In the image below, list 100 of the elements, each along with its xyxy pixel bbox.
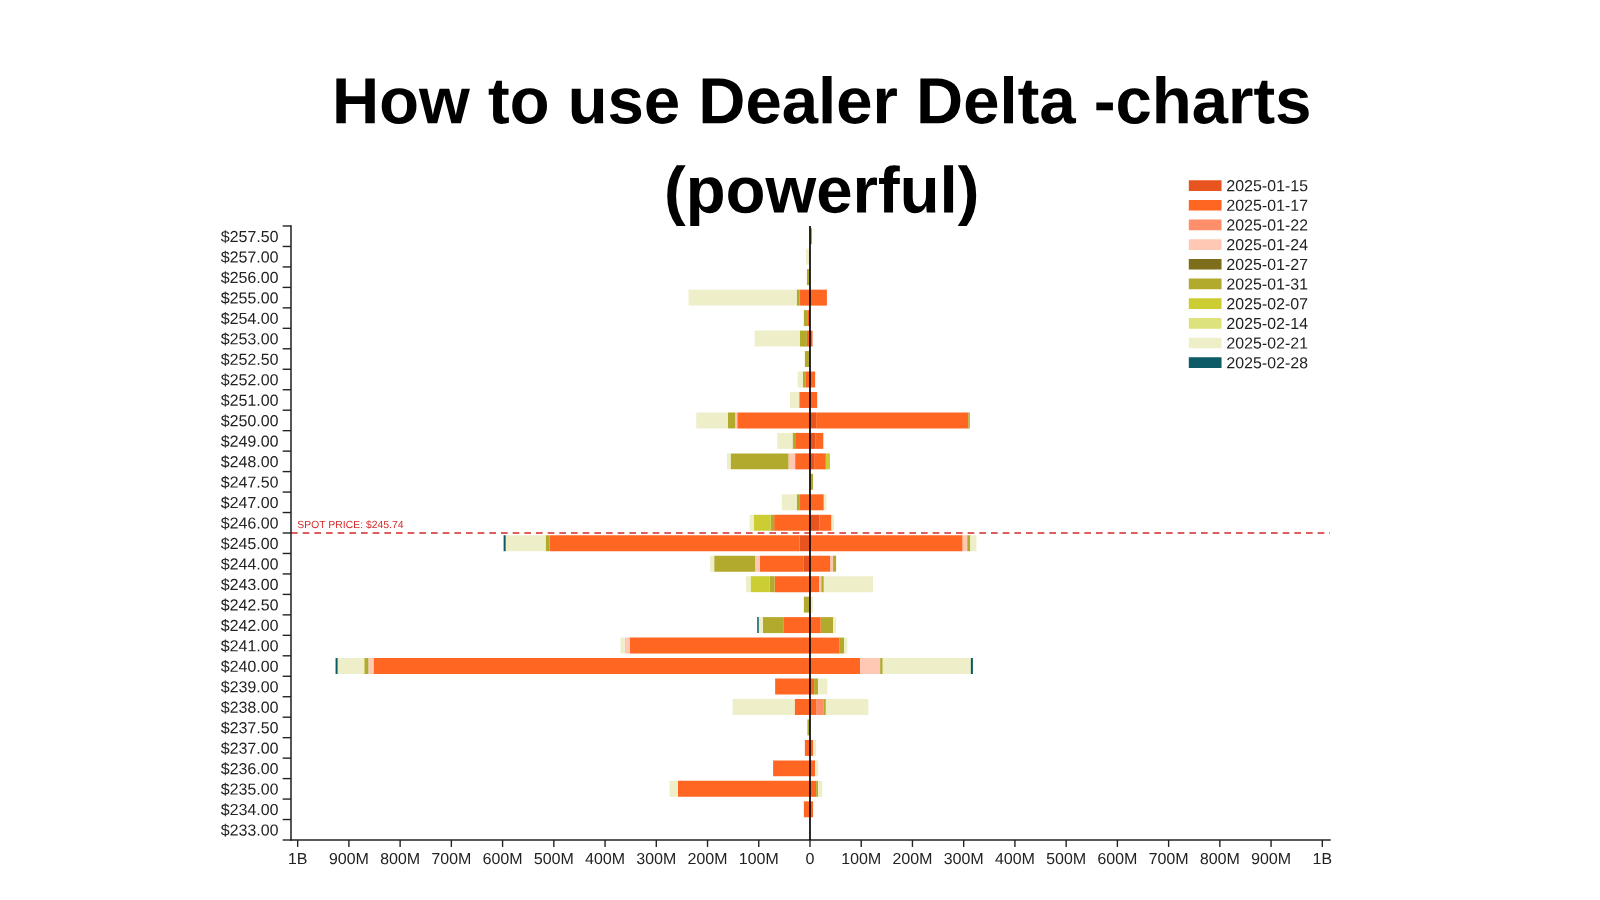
bar [825, 453, 830, 470]
y-tick-label: $238.00 [220, 700, 278, 714]
x-tick-label: 800M [380, 852, 419, 865]
bar [769, 576, 775, 593]
x-tick-label: 100M [740, 852, 778, 865]
bar [364, 658, 369, 675]
legend-label: 2025-01-22 [1227, 219, 1308, 231]
bar [833, 617, 837, 634]
bar [814, 453, 826, 470]
x-tick-label: 300M [944, 852, 983, 865]
x-tick-label: 400M [585, 852, 624, 865]
bar [809, 658, 861, 675]
bar [823, 698, 826, 715]
bar [809, 289, 827, 306]
x-tick-label: 600M [483, 852, 522, 865]
y-tick-label: $247.50 [220, 475, 278, 489]
bar [809, 535, 963, 552]
legend-label: 2025-02-21 [1227, 337, 1308, 349]
y-tick-label: $249.00 [220, 434, 278, 448]
bar [629, 637, 810, 654]
bar [762, 617, 784, 634]
y-tick-label: $244.00 [220, 557, 278, 571]
bar [823, 576, 873, 593]
x-tick-label: 0 [806, 852, 814, 865]
bar [737, 412, 810, 429]
bar [777, 432, 793, 449]
bar [759, 555, 804, 572]
bar [818, 678, 828, 695]
x-tick-label: 600M [1098, 852, 1137, 865]
y-tick-label: $253.00 [220, 332, 278, 346]
bar [775, 678, 810, 695]
bar [783, 617, 810, 634]
y-tick-label: $248.00 [220, 455, 278, 469]
y-tick-label: $239.00 [220, 680, 278, 694]
y-tick-label: $257.00 [220, 250, 278, 264]
x-tick-label: 300M [636, 852, 675, 865]
bar [816, 780, 819, 797]
bar [710, 555, 715, 572]
x-tick-label: 100M [842, 852, 880, 865]
bar [970, 658, 973, 675]
bar [755, 555, 760, 572]
legend-label: 2025-02-14 [1227, 317, 1308, 330]
bar [790, 391, 800, 408]
x-tick-label: 1B [289, 853, 307, 865]
bar [967, 535, 971, 552]
y-tick-label: $250.00 [220, 414, 278, 428]
y-tick-label: $254.00 [220, 312, 278, 325]
bar [795, 453, 810, 470]
legend-label: 2025-01-24 [1227, 239, 1308, 251]
x-tick-label: 500M [534, 852, 573, 865]
bar [816, 412, 969, 429]
bar [825, 698, 869, 715]
legend-label: 2025-02-28 [1227, 357, 1308, 369]
bar [750, 576, 770, 593]
bar [970, 535, 977, 552]
bar [754, 330, 800, 347]
bar [788, 453, 796, 470]
bar [337, 658, 365, 675]
bar [620, 637, 625, 654]
y-tick-label: $242.00 [220, 619, 278, 632]
y-tick-label: $241.00 [220, 639, 278, 653]
x-tick-label: 200M [688, 852, 727, 865]
x-tick-label: 400M [995, 852, 1034, 865]
bar [781, 494, 797, 511]
bar [815, 760, 819, 777]
bar [753, 514, 771, 531]
y-tick-label: $235.00 [220, 782, 278, 796]
ref-line-label: SPOT PRICE: $245.74 [297, 520, 404, 529]
y-tick-label: $257.50 [220, 230, 278, 244]
bar [749, 514, 754, 531]
bar [728, 412, 736, 429]
bar [809, 637, 840, 654]
bar [773, 760, 810, 777]
y-tick-label: $247.00 [220, 496, 278, 510]
legend-label: 2025-02-07 [1227, 298, 1308, 310]
legend-label: 2025-01-27 [1227, 258, 1308, 271]
bar [368, 658, 374, 675]
bar [797, 371, 803, 388]
bar [860, 658, 881, 675]
bar [816, 698, 824, 715]
x-tick-label: 900M [1251, 852, 1290, 865]
bar [882, 658, 971, 675]
bar [624, 637, 630, 654]
bar [545, 535, 550, 552]
bar [373, 658, 810, 675]
bar [814, 678, 819, 695]
bar [726, 453, 731, 470]
y-tick-label: $256.00 [220, 271, 278, 285]
bar [696, 412, 729, 429]
y-tick-label: $233.00 [220, 823, 278, 837]
bar [758, 617, 763, 634]
bar [795, 432, 810, 449]
bar [819, 514, 832, 531]
y-tick-label: $246.00 [220, 516, 278, 530]
bar [809, 555, 831, 572]
y-tick-label: $234.00 [220, 803, 278, 817]
y-tick-label: $242.50 [220, 598, 278, 612]
bar [745, 576, 751, 593]
bar [505, 535, 546, 552]
bar [549, 535, 800, 552]
